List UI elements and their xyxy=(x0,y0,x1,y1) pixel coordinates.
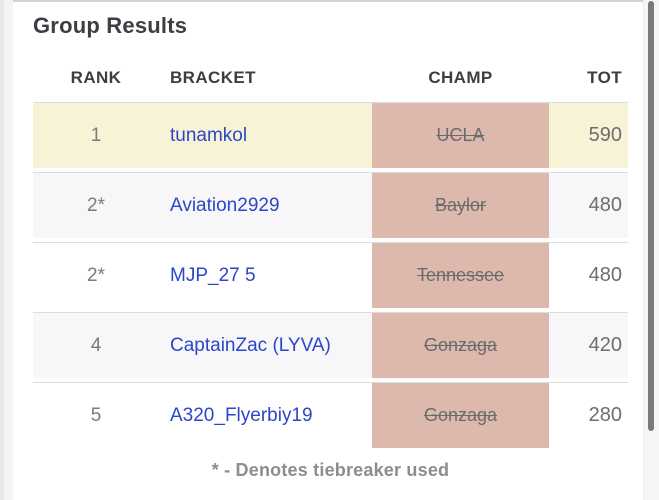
bracket-cell: Aviation2929 xyxy=(159,172,372,238)
champion-name: Gonzaga xyxy=(423,405,498,425)
bracket-cell: CaptainZac (LYVA) xyxy=(159,312,372,378)
bracket-cell: MJP_27 5 xyxy=(159,242,372,308)
champion-name: Baylor xyxy=(434,195,487,215)
champ-cell: Baylor xyxy=(372,172,549,238)
total-cell: 420 xyxy=(549,312,628,378)
bracket-link[interactable]: CaptainZac (LYVA) xyxy=(170,334,331,356)
tiebreaker-footnote: * - Denotes tiebreaker used xyxy=(211,460,450,480)
total-cell: 590 xyxy=(549,102,628,168)
bracket-link[interactable]: tunamkol xyxy=(170,124,248,146)
column-header-bracket: BRACKET xyxy=(170,68,256,87)
scrollbar-thumb[interactable] xyxy=(648,1,654,431)
bracket-link[interactable]: A320_Flyerbiy19 xyxy=(170,404,313,426)
content-area: Group Results RANK BRACKET CHAMP TOT 1 t… xyxy=(33,12,628,481)
bracket-cell: A320_Flyerbiy19 xyxy=(159,382,372,448)
champion-name: Tennessee xyxy=(416,265,505,285)
bracket-link[interactable]: MJP_27 5 xyxy=(170,264,256,286)
table-header-row: RANK BRACKET CHAMP TOT xyxy=(33,58,628,98)
rank-cell: 2* xyxy=(33,172,159,238)
champ-cell: Gonzaga xyxy=(372,312,549,378)
rank-cell: 4 xyxy=(33,312,159,378)
rank-cell: 1 xyxy=(33,102,159,168)
table-row: 1 tunamkol UCLA 590 xyxy=(33,102,628,168)
champ-cell: UCLA xyxy=(372,102,549,168)
rank-cell: 5 xyxy=(33,382,159,448)
left-gutter xyxy=(0,0,13,500)
table-row: 2* MJP_27 5 Tennessee 480 xyxy=(33,242,628,308)
champion-name: UCLA xyxy=(436,125,485,145)
page-title: Group Results xyxy=(33,13,188,38)
table-body: 1 tunamkol UCLA 590 2* Aviation2929 Bayl… xyxy=(33,102,628,448)
total-cell: 480 xyxy=(549,172,628,238)
total-cell: 280 xyxy=(549,382,628,448)
column-header-champ: CHAMP xyxy=(428,68,493,87)
bracket-cell: tunamkol xyxy=(159,102,372,168)
scrollbar-track[interactable] xyxy=(643,0,659,500)
table-row: 4 CaptainZac (LYVA) Gonzaga 420 xyxy=(33,312,628,378)
table-row: 5 A320_Flyerbiy19 Gonzaga 280 xyxy=(33,382,628,448)
results-table: RANK BRACKET CHAMP TOT 1 tunamkol UCLA 5… xyxy=(33,54,628,452)
column-header-tot: TOT xyxy=(587,68,622,87)
top-border xyxy=(13,0,644,2)
table-row: 2* Aviation2929 Baylor 480 xyxy=(33,172,628,238)
total-cell: 480 xyxy=(549,242,628,308)
champion-name: Gonzaga xyxy=(423,335,498,355)
rank-cell: 2* xyxy=(33,242,159,308)
bracket-link[interactable]: Aviation2929 xyxy=(170,194,280,216)
column-header-rank: RANK xyxy=(70,68,122,87)
champ-cell: Tennessee xyxy=(372,242,549,308)
champ-cell: Gonzaga xyxy=(372,382,549,448)
